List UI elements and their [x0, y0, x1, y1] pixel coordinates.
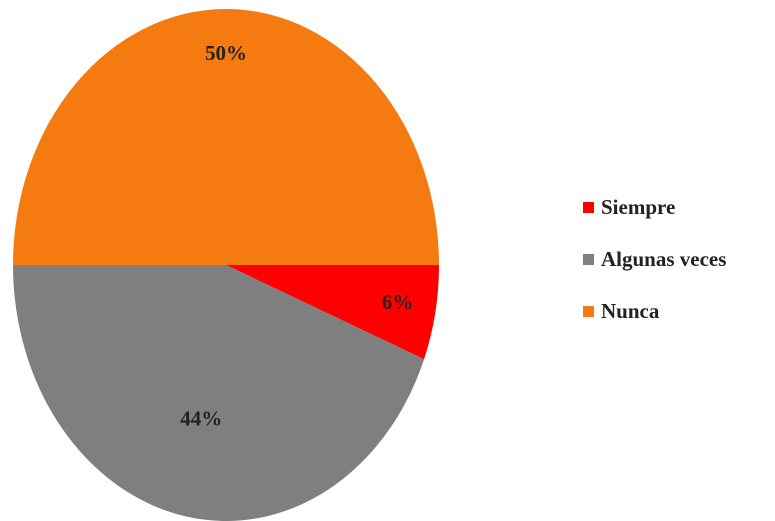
- data-label-nunca: 50%: [205, 41, 247, 65]
- pie-slice-siempre: [226, 265, 439, 360]
- legend-label-siempre: Siempre: [601, 195, 676, 219]
- legend-swatch-nunca: [583, 306, 594, 317]
- legend-item-nunca: Nunca: [583, 298, 726, 325]
- legend: Siempre Algunas veces Nunca: [583, 194, 726, 350]
- pie-slice-nunca: [13, 9, 439, 265]
- pie-data-labels: 6% 44% 50%: [180, 41, 413, 431]
- pie-slice-algunas-veces: [13, 265, 425, 521]
- legend-item-algunas-veces: Algunas veces: [583, 246, 726, 273]
- legend-swatch-algunas-veces: [583, 254, 594, 265]
- data-label-siempre: 6%: [382, 290, 414, 314]
- data-label-algunas-veces: 44%: [180, 407, 222, 431]
- pie-slices: [13, 9, 439, 521]
- legend-label-nunca: Nunca: [601, 299, 660, 323]
- legend-item-siempre: Siempre: [583, 194, 726, 221]
- legend-swatch-siempre: [583, 202, 594, 213]
- legend-label-algunas-veces: Algunas veces: [601, 247, 727, 271]
